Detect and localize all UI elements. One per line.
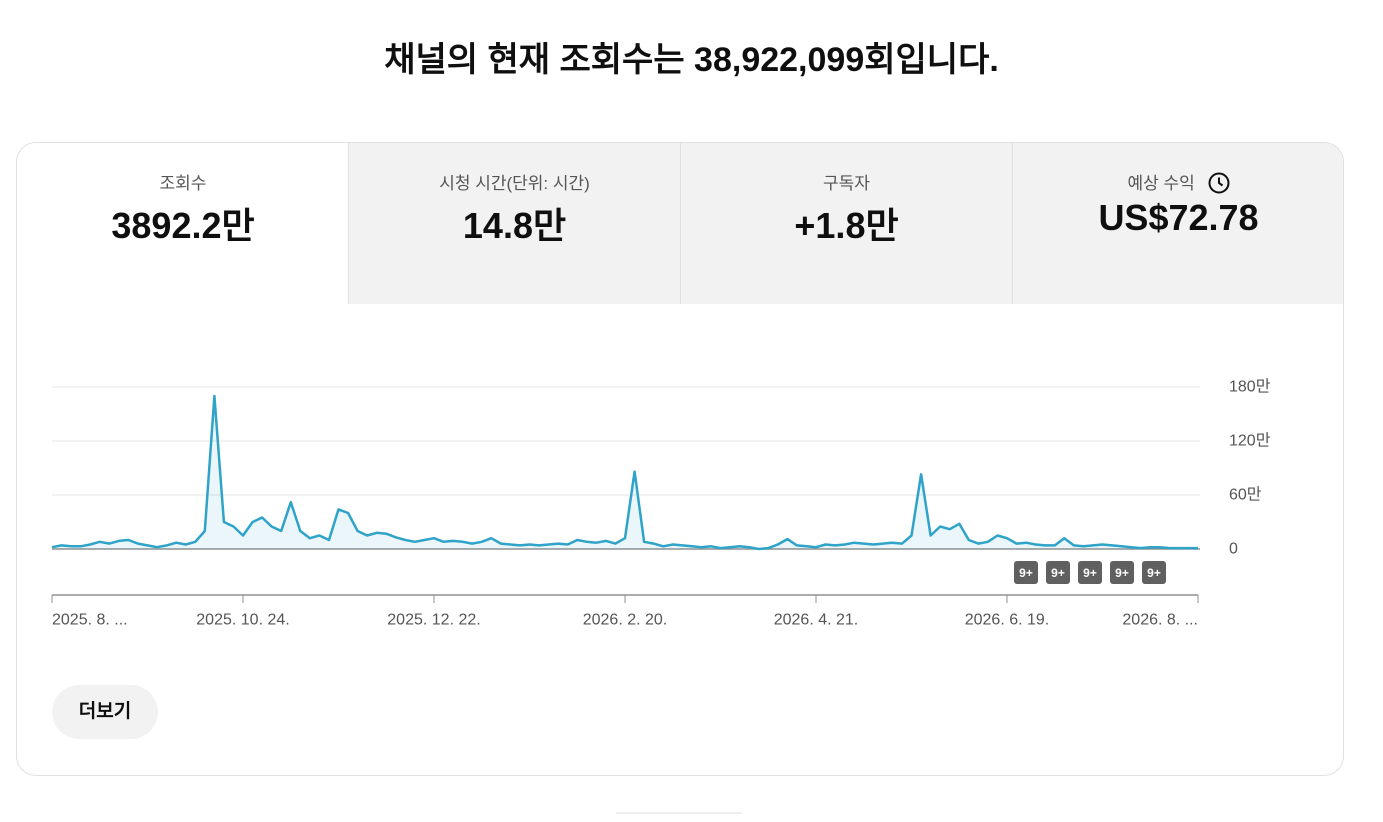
badge-label: 9+ [1147,566,1161,580]
x-tick-label: 2025. 8. ... [52,612,128,629]
tab-label: 조회수 [159,174,207,193]
annotation-badge: 9+ [1046,561,1070,584]
annotation-badge: 9+ [1110,561,1134,584]
annotation-badge: 9+ [1078,561,1102,584]
badge-bg [1110,561,1134,584]
tab-label: 예상 수익 [1127,174,1195,193]
tab-label-row: 예상 수익 [1013,169,1343,194]
tab-value: 14.8만 [462,205,567,246]
badge-bg [1142,561,1166,584]
x-tick-label: 2026. 6. 19. [965,612,1050,629]
y-tick-label: 120만 [1229,432,1271,450]
x-tick-label: 2026. 4. 21. [774,612,859,629]
area [52,396,1198,549]
badge-label: 9+ [1115,566,1129,580]
page-title: 채널의 현재 조회수는 38,922,099회입니다. [384,41,999,79]
x-tick-label: 2025. 10. 24. [196,612,289,629]
tab[interactable]: 구독자 +1.8만 [680,143,1012,304]
tab-value: 3892.2만 [111,205,255,246]
x-tick-label: 2026. 2. 20. [583,612,668,629]
badge-label: 9+ [1019,566,1033,580]
badge-bg [1046,561,1070,584]
analytics-card: 조회수 3892.2만 시청 시간(단위: 시간) 14.8만 구독자 +1.8… [16,142,1344,776]
tab-value: +1.8만 [794,205,899,246]
annotation-badge: 9+ [1014,561,1038,584]
tab-label: 시청 시간(단위: 시간) [439,174,590,193]
tab[interactable]: 예상 수익 US$72.78 [1012,143,1343,304]
badge-bg [1014,561,1038,584]
tab[interactable]: 시청 시간(단위: 시간) 14.8만 [348,143,680,304]
clock-icon [1208,172,1230,194]
badge-label: 9+ [1051,566,1065,580]
y-tick-label: 0 [1229,541,1238,558]
tab-label: 구독자 [823,174,870,193]
y-tick-label: 180만 [1229,378,1271,396]
badge-label: 9+ [1083,566,1097,580]
tab-value: US$72.78 [1098,197,1259,238]
annotation-badge: 9+ [1142,561,1166,584]
line [51,394,1198,551]
tab[interactable]: 조회수 3892.2만 [17,143,349,304]
more-button[interactable]: 더보기 [52,685,158,739]
x-tick-label: 2025. 12. 22. [387,612,480,629]
y-tick-label: 60만 [1229,486,1262,504]
x-tick-label: 2026. 8. ... [1122,612,1198,629]
badge-bg [1078,561,1102,584]
